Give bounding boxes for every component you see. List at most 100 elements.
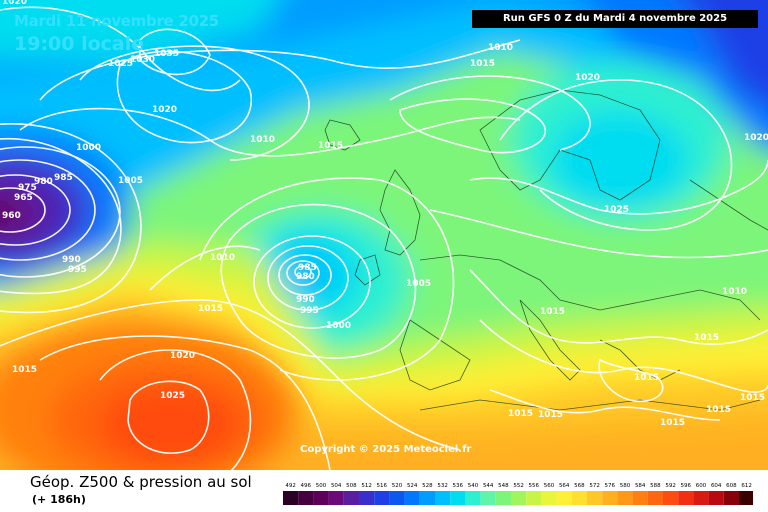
scale-label: 568 — [574, 483, 585, 489]
isobars — [0, 6, 768, 470]
isobar-label: 1020 — [2, 0, 27, 7]
isobar-label: 995 — [68, 265, 87, 275]
scale-label: 592 — [665, 483, 676, 489]
scale-swatch — [647, 491, 663, 505]
isobar-label: 975 — [18, 183, 37, 193]
scale-swatch — [495, 491, 511, 505]
isobar-label: 1015 — [540, 307, 565, 317]
isobar-label: 1015 — [706, 405, 731, 415]
scale-swatch — [693, 491, 709, 505]
geopotential-field — [0, 0, 768, 470]
scale-label: 548 — [498, 483, 509, 489]
scale-swatch — [511, 491, 527, 505]
scale-swatch — [313, 491, 329, 505]
scale-label: 524 — [407, 483, 418, 489]
isobar-label: 1020 — [170, 351, 195, 361]
isobar-label: 1005 — [406, 279, 431, 289]
scale-label: 536 — [453, 483, 464, 489]
scale-label: 588 — [650, 483, 661, 489]
scale-swatch — [328, 491, 344, 505]
scale-swatch — [723, 491, 739, 505]
isobar-label: 1015 — [318, 141, 343, 151]
color-scale: 492 496 500 504 508 512 516 520 524 528 532 536 540 5… — [283, 483, 753, 505]
scale-swatch — [678, 491, 694, 505]
map-title: Géop. Z500 & pression au sol — [30, 473, 252, 491]
scale-label: 496 — [301, 483, 312, 489]
isobar-labels: 1020 1035 1030 1025 1010 1015 1010 1015 … — [2, 0, 768, 428]
scale-swatch — [404, 491, 420, 505]
copyright: Copyright © 2025 Meteociel.fr — [300, 444, 472, 455]
scale-label: 552 — [513, 483, 524, 489]
scale-label: 532 — [437, 483, 448, 489]
scale-swatch — [465, 491, 481, 505]
isobar-label: 1025 — [108, 59, 133, 69]
isobar-label: 1015 — [740, 393, 765, 403]
isobar-label: 985 — [298, 263, 317, 273]
scale-label: 564 — [559, 483, 570, 489]
scale-swatch — [343, 491, 359, 505]
isobar-label: 1015 — [198, 304, 223, 314]
scale-label: 604 — [711, 483, 722, 489]
scale-swatch — [541, 491, 557, 505]
isobar-label: 980 — [296, 272, 315, 282]
scale-label: 596 — [681, 483, 692, 489]
forecast-range: (+ 186h) — [32, 493, 86, 506]
scale-label: 500 — [316, 483, 327, 489]
scale-swatch — [526, 491, 542, 505]
run-label: Run GFS 0 Z du Mardi 4 novembre 2025 — [472, 10, 758, 28]
scale-swatch — [450, 491, 466, 505]
weather-map: 1020 1035 1030 1025 1010 1015 1010 1015 … — [0, 0, 768, 470]
forecast-date: Mardi 11 novembre 2025 — [14, 12, 219, 30]
isobar-label: 985 — [54, 173, 73, 183]
isobar-label: 1010 — [722, 287, 747, 297]
legend-bar: Géop. Z500 & pression au sol (+ 186h) 49… — [0, 470, 768, 512]
isobar-label: 980 — [34, 177, 53, 187]
scale-label: 528 — [422, 483, 433, 489]
isobar-label: 1015 — [470, 59, 495, 69]
isobar-label: 1010 — [250, 135, 275, 145]
scale-swatch — [602, 491, 618, 505]
isobar-label: 1000 — [326, 321, 351, 331]
isobar-label: 1025 — [160, 391, 185, 401]
isobar-label: 990 — [62, 255, 81, 265]
coastlines — [324, 89, 768, 411]
scale-label: 560 — [544, 483, 555, 489]
isobar-label: 1020 — [744, 133, 768, 143]
isobar-label: 1030 — [130, 55, 155, 65]
isobar-label: 1015 — [508, 409, 533, 419]
scale-label: 512 — [361, 483, 372, 489]
scale-label: 504 — [331, 483, 342, 489]
isobar-label: 995 — [300, 306, 319, 316]
scale-label: 540 — [468, 483, 479, 489]
isobar-label: 1015 — [12, 365, 37, 375]
scale-swatch — [480, 491, 496, 505]
scale-swatch — [283, 491, 299, 505]
isobar-label: 1020 — [575, 73, 600, 83]
scale-label: 608 — [726, 483, 737, 489]
scale-label: 544 — [483, 483, 494, 489]
isobar-label: 1010 — [488, 43, 513, 53]
isobar-label: 1020 — [152, 105, 177, 115]
scale-label: 508 — [346, 483, 357, 489]
scale-label: 556 — [529, 483, 540, 489]
scale-label: 576 — [605, 483, 616, 489]
isobar-label: 960 — [2, 211, 21, 221]
isobar-label: 1025 — [604, 205, 629, 215]
scale-swatch — [374, 491, 390, 505]
isobar-label: 1015 — [538, 410, 563, 420]
scale-swatch — [359, 491, 375, 505]
scale-label: 516 — [377, 483, 388, 489]
scale-swatch — [663, 491, 679, 505]
scale-swatch — [617, 491, 633, 505]
scale-swatch — [435, 491, 451, 505]
isobar-label: 1015 — [694, 333, 719, 343]
isobar-label: 965 — [14, 193, 33, 203]
scale-label: 584 — [635, 483, 646, 489]
isobar-label: 1015 — [634, 373, 659, 383]
scale-label: 580 — [620, 483, 631, 489]
scale-swatch — [419, 491, 435, 505]
forecast-time: 19:00 locale — [14, 33, 145, 55]
scale-swatch — [632, 491, 648, 505]
isobar-label: 990 — [296, 295, 315, 305]
scale-swatch — [389, 491, 405, 505]
